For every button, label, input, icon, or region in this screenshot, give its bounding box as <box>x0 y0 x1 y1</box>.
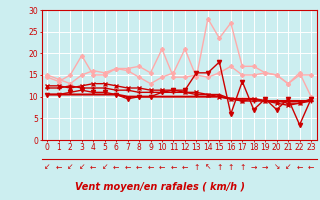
Text: ↘: ↘ <box>274 162 280 171</box>
Text: ←: ← <box>182 162 188 171</box>
Text: ↙: ↙ <box>44 162 51 171</box>
Text: ←: ← <box>170 162 177 171</box>
Text: →: → <box>262 162 268 171</box>
Text: ↙: ↙ <box>67 162 74 171</box>
Text: ↙: ↙ <box>78 162 85 171</box>
Text: ↑: ↑ <box>216 162 222 171</box>
Text: ←: ← <box>296 162 303 171</box>
Text: ←: ← <box>136 162 142 171</box>
Text: ↙: ↙ <box>285 162 291 171</box>
Text: ↖: ↖ <box>205 162 211 171</box>
Text: ↑: ↑ <box>239 162 245 171</box>
Text: ←: ← <box>90 162 96 171</box>
Text: ←: ← <box>56 162 62 171</box>
Text: ↑: ↑ <box>228 162 234 171</box>
Text: ↙: ↙ <box>101 162 108 171</box>
Text: ←: ← <box>147 162 154 171</box>
Text: ←: ← <box>159 162 165 171</box>
Text: ←: ← <box>113 162 119 171</box>
Text: ←: ← <box>308 162 314 171</box>
Text: →: → <box>251 162 257 171</box>
Text: ↑: ↑ <box>193 162 200 171</box>
Text: Vent moyen/en rafales ( km/h ): Vent moyen/en rafales ( km/h ) <box>75 182 245 192</box>
Text: ←: ← <box>124 162 131 171</box>
